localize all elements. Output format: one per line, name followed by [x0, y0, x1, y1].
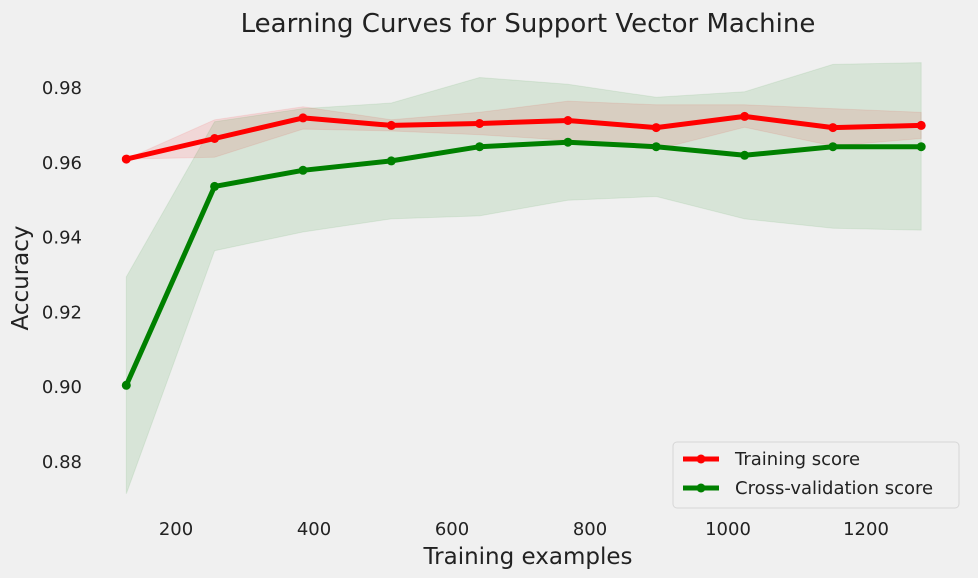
training-score-point: [651, 123, 661, 133]
training-score-point: [475, 119, 485, 128]
training-score-point: [563, 116, 573, 125]
y-axis-ticks: 0.88 0.90 0.92 0.94 0.96 0.98: [42, 78, 82, 473]
cv-score-point: [298, 165, 308, 175]
legend-label-training: Training score: [734, 449, 860, 470]
legend-label-cv: Cross-validation score: [735, 478, 933, 499]
y-tick-label: 0.98: [42, 78, 82, 99]
training-score-point: [298, 113, 308, 123]
training-score-point: [386, 120, 396, 130]
x-tick-label: 1200: [843, 519, 889, 540]
y-tick-label: 0.94: [42, 228, 82, 249]
cv-score-point: [828, 142, 838, 152]
x-axis-label: Training examples: [422, 544, 632, 570]
cv-score-point: [121, 380, 131, 390]
legend-marker-cv: [696, 483, 706, 493]
training-score-point: [828, 123, 838, 133]
x-tick-label: 200: [159, 519, 193, 540]
legend-box: [672, 441, 960, 509]
y-axis-label: Accuracy: [8, 225, 34, 330]
cv-score-point: [916, 142, 926, 152]
y-tick-label: 0.88: [42, 452, 82, 473]
x-tick-label: 800: [573, 519, 607, 540]
cv-score-point: [475, 142, 485, 152]
cv-score-point: [651, 142, 661, 152]
y-tick-label: 0.92: [42, 302, 82, 323]
x-tick-label: 400: [297, 519, 331, 540]
x-tick-label: 1000: [705, 519, 751, 540]
cv-score-band: [125, 62, 922, 494]
chart-title: Learning Curves for Support Vector Machi…: [241, 9, 816, 39]
y-tick-label: 0.90: [42, 377, 82, 398]
cv-score-point: [210, 181, 220, 191]
series-lines: [121, 111, 926, 390]
legend: Training score Cross-validation score: [672, 441, 960, 509]
training-score-line: [123, 113, 924, 162]
training-score-point: [121, 154, 131, 164]
training-score-point: [740, 111, 750, 121]
x-axis-ticks: 200 400 600 800 1000 1200: [159, 519, 889, 540]
cv-score-point: [563, 137, 573, 147]
training-score-point: [916, 120, 926, 130]
confidence-bands: [125, 62, 922, 494]
x-tick-label: 600: [435, 519, 469, 540]
training-score-point: [210, 134, 220, 143]
cv-score-point: [386, 156, 396, 166]
legend-marker-training: [696, 454, 706, 464]
cv-score-point: [740, 150, 750, 160]
cv-score-line: [123, 139, 924, 388]
y-tick-label: 0.96: [42, 153, 82, 174]
